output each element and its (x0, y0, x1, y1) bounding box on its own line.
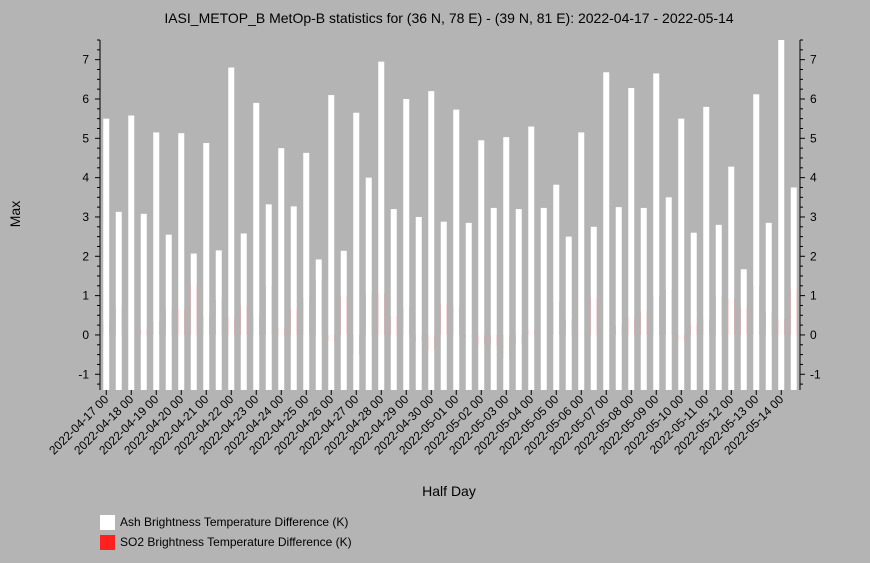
ash-bar (590, 226, 597, 390)
ash-bar (453, 109, 460, 391)
ash-bar (478, 140, 485, 390)
ash-bar (490, 207, 497, 390)
ash-bar (728, 166, 735, 390)
y-axis-right: -1 0 1 2 3 4 5 6 7 (799, 39, 821, 390)
x-axis-label: Half Day (422, 483, 476, 499)
chart-title: IASI_METOP_B MetOp-B statistics for (36 … (164, 10, 734, 26)
ash-bar (703, 106, 710, 390)
ash-bar (265, 204, 272, 390)
ash-bar (753, 94, 760, 391)
y-tick-label-left: -1 (78, 367, 89, 381)
ash-bar (315, 259, 322, 390)
ash-bar (440, 221, 447, 390)
ash-bar (403, 98, 410, 391)
ash-bar (528, 126, 535, 391)
ash-bar (678, 118, 685, 391)
y-tick-label-right: 5 (810, 131, 817, 145)
y-tick-label-left: 5 (82, 131, 89, 145)
ash-bar (615, 207, 622, 390)
ash-bar (215, 250, 222, 390)
y-tick-label-left: 2 (82, 249, 89, 263)
ash-bar (790, 187, 797, 390)
ash-bar (503, 137, 510, 390)
y-axis-left: -1 0 1 2 3 4 5 6 7 (78, 39, 101, 390)
ash-bar (778, 40, 785, 390)
ash-bar (303, 152, 310, 390)
ash-bar (690, 232, 697, 390)
y-tick-label-right: 3 (810, 210, 817, 224)
ash-bar (515, 209, 522, 390)
plot-area (103, 40, 797, 391)
y-tick-label-left: 7 (82, 53, 89, 67)
ash-bar (128, 115, 135, 390)
y-tick-label-right: 4 (810, 171, 817, 185)
ash-bar (565, 236, 572, 390)
ash-bar (415, 216, 422, 390)
y-tick-label-right: -1 (810, 367, 821, 381)
ash-bar (628, 87, 635, 390)
ash-bar (253, 102, 260, 391)
y-tick-label-left: 3 (82, 210, 89, 224)
ash-bar (765, 222, 772, 390)
ash-bar (328, 95, 335, 390)
ash-bar (353, 112, 360, 390)
ash-bar (553, 184, 560, 390)
y-tick-label-left: 0 (82, 328, 89, 342)
legend-label-ash: Ash Brightness Temperature Difference (K… (120, 515, 349, 529)
ash-bar (203, 143, 210, 390)
ash-bar (378, 61, 385, 390)
ash-bar (240, 233, 247, 390)
ash-bar (278, 148, 285, 390)
ash-bar (390, 209, 397, 390)
legend-swatch-so2 (100, 534, 115, 550)
ash-bar (540, 207, 547, 390)
ash-bar (190, 253, 197, 390)
legend-item-ash: Ash Brightness Temperature Difference (K… (100, 512, 352, 532)
ash-bar (578, 132, 585, 391)
ash-bar (653, 73, 660, 391)
y-tick-label-left: 4 (82, 171, 89, 185)
y-tick-label-left: 6 (82, 92, 89, 106)
y-tick-label-left: 1 (82, 289, 89, 303)
ash-bar (103, 118, 110, 391)
legend-item-so2: SO2 Brightness Temperature Difference (K… (100, 532, 352, 552)
legend: Ash Brightness Temperature Difference (K… (100, 512, 352, 552)
ash-bar (178, 133, 185, 390)
ash-bar (365, 177, 372, 390)
ash-bar (115, 211, 122, 390)
ash-bar (228, 67, 235, 390)
ash-bar (465, 222, 472, 390)
ash-bar (290, 206, 297, 390)
ash-bar (428, 91, 435, 391)
y-tick-label-right: 7 (810, 53, 817, 67)
ash-bar (340, 250, 347, 390)
y-tick-label-right: 1 (810, 289, 817, 303)
ash-bar (603, 72, 610, 390)
y-tick-label-right: 6 (810, 92, 817, 106)
ash-bar (665, 197, 672, 390)
ash-bar (165, 234, 172, 390)
y-tick-label-right: 0 (810, 328, 817, 342)
legend-label-so2: SO2 Brightness Temperature Difference (K… (120, 535, 352, 549)
ash-bar (640, 207, 647, 390)
ash-bar (140, 213, 147, 390)
ash-bar (153, 132, 160, 391)
y-axis-label: Max (7, 201, 23, 227)
ash-bar (740, 269, 747, 390)
legend-swatch-ash (100, 514, 115, 530)
y-tick-label-right: 2 (810, 249, 817, 263)
ash-bar (715, 224, 722, 390)
